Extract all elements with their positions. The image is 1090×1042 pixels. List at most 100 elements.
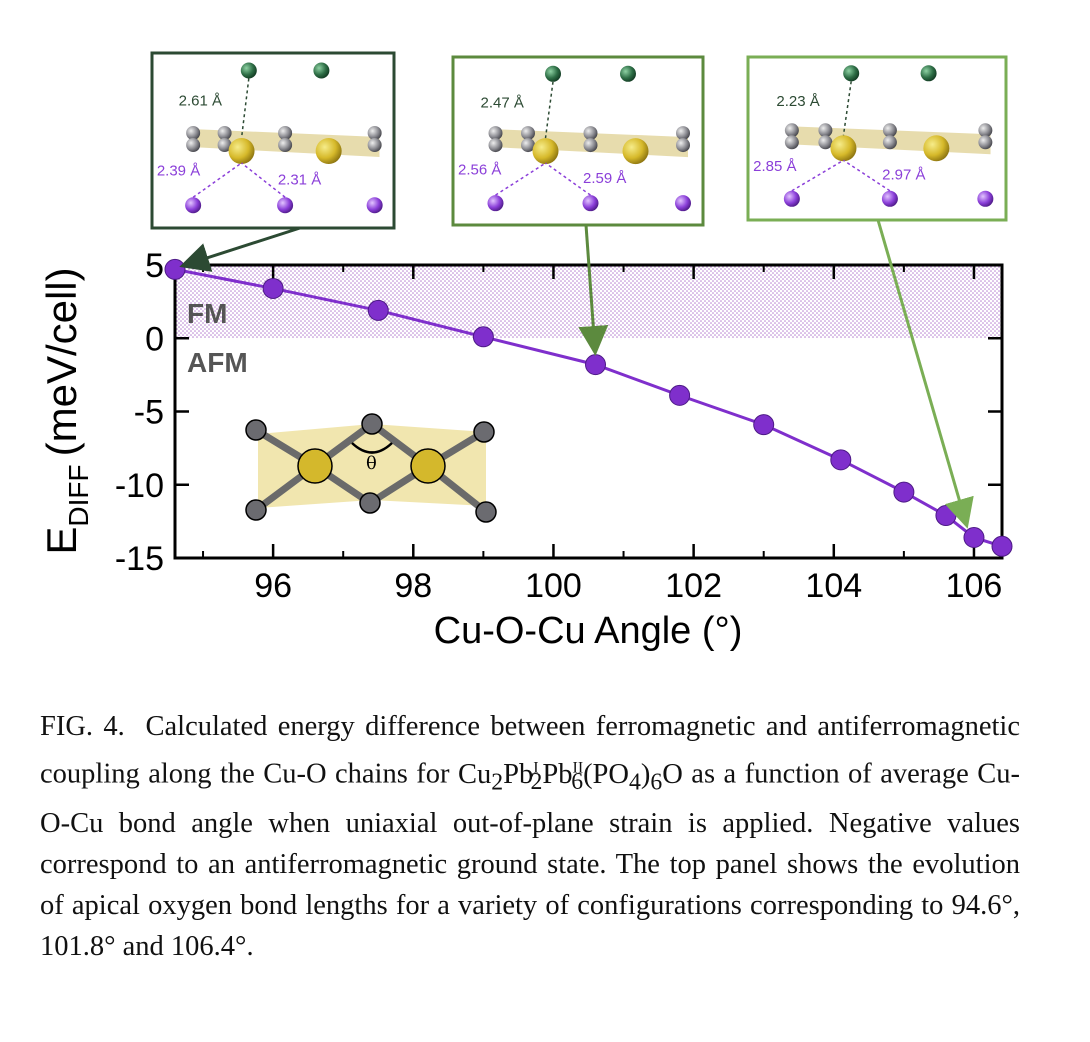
oxygen-atom <box>676 126 690 141</box>
oxygen-atom <box>521 138 535 153</box>
basal-bond <box>192 162 242 198</box>
data-point <box>164 258 186 280</box>
apical-bond-label: 2.61 Å <box>179 93 222 110</box>
apical-oxygen-atom <box>843 65 860 82</box>
data-point <box>830 449 852 471</box>
pb-atom <box>185 197 202 214</box>
copper-atom <box>315 138 342 164</box>
right-bond-label: 2.97 Å <box>882 166 925 183</box>
cu-atom <box>410 448 446 484</box>
y-axis-title-unit: (meV/cell) <box>38 267 85 456</box>
o-atom <box>245 499 267 521</box>
pb-atom <box>582 195 599 212</box>
o-atom <box>245 419 267 441</box>
data-point <box>991 535 1013 557</box>
basal-bond <box>495 162 546 196</box>
apical-oxygen-atom <box>313 62 330 79</box>
apical-oxygen-atom <box>240 62 257 79</box>
data-point <box>753 414 775 436</box>
o-atom <box>361 413 383 435</box>
apical-oxygen-atom <box>545 65 561 82</box>
x-axis-title: Cu-O-Cu Angle (°) <box>434 610 743 652</box>
structure-inset: 2.23 Å 2.85 Å 2.97 Å <box>746 55 1008 222</box>
right-bond-label: 2.59 Å <box>583 170 626 187</box>
oxygen-atom <box>978 135 993 150</box>
apical-bond-label: 2.23 Å <box>776 93 819 110</box>
x-tick-label: 100 <box>525 567 582 605</box>
data-point <box>669 384 691 406</box>
oxygen-atom <box>784 123 799 138</box>
structure-inset: 2.47 Å 2.56 Å 2.59 Å <box>451 55 705 227</box>
left-bond-label: 2.39 Å <box>157 163 200 180</box>
x-axis: 96 98 100 102 104 106 <box>202 265 1003 605</box>
data-point <box>963 526 985 548</box>
cu-atom <box>297 448 333 484</box>
oxygen-atom <box>278 126 293 140</box>
structure-insets: 2.61 Å 2.39 Å 2.31 Å 2.47 Å 2.56 Å 2.59 Å 2.23… <box>150 51 1008 230</box>
basal-bond <box>791 159 844 192</box>
caption-label: FIG. 4. <box>40 711 125 742</box>
pb-atom <box>675 195 691 212</box>
oxygen-atom <box>217 126 232 140</box>
right-bond-label: 2.31 Å <box>278 171 321 188</box>
data-point <box>262 277 284 299</box>
plot-area: FM AFM <box>173 263 1004 560</box>
figure-caption: FIG. 4. Calculated energy difference bet… <box>40 706 1020 967</box>
pb-atom <box>881 190 898 207</box>
oxygen-atom <box>882 135 897 150</box>
data-point <box>585 354 607 376</box>
copper-atom <box>923 135 950 162</box>
oxygen-atom <box>583 138 598 153</box>
oxygen-atom <box>186 126 201 140</box>
left-bond-label: 2.85 Å <box>753 158 796 175</box>
oxygen-atom <box>367 138 382 152</box>
oxygen-atom <box>278 138 293 152</box>
o-atom <box>475 501 497 523</box>
afm-region-label: AFM <box>187 347 248 378</box>
inset-arrow <box>179 226 301 272</box>
x-tick-label: 106 <box>946 567 1003 605</box>
pb-atom <box>366 197 383 214</box>
oxygen-atom <box>676 138 690 153</box>
inset-arrow <box>876 219 974 529</box>
oxygen-atom <box>521 126 535 141</box>
apical-bond <box>240 78 250 139</box>
x-tick-label: 104 <box>805 567 862 605</box>
apical-oxygen-atom <box>920 65 937 82</box>
oxygen-atom <box>488 126 503 141</box>
copper-atom <box>830 135 857 162</box>
oxygen-atom <box>818 123 833 138</box>
bond-angle-schematic: θ <box>245 413 497 523</box>
oxygen-atom <box>186 138 201 152</box>
x-tick-label: 96 <box>254 567 292 605</box>
left-bond-label: 2.56 Å <box>458 162 501 179</box>
oxygen-atom <box>818 135 833 150</box>
oxygen-atom <box>784 135 799 150</box>
fm-region-label: FM <box>187 298 227 329</box>
y-tick-label: 0 <box>145 320 164 358</box>
oxygen-atom <box>978 123 993 138</box>
oxygen-atom <box>367 126 382 140</box>
data-point <box>935 505 957 527</box>
structure-inset: 2.61 Å 2.39 Å 2.31 Å <box>150 51 396 230</box>
copper-atom <box>532 138 559 165</box>
y-tick-label: 5 <box>145 247 164 285</box>
y-tick-label: -15 <box>115 540 164 578</box>
caption-text-a: Calculated energy difference between fer… <box>40 711 1020 790</box>
x-tick-label: 98 <box>394 567 432 605</box>
data-point <box>893 481 915 503</box>
o-atom <box>473 421 495 443</box>
o-atom <box>359 492 381 514</box>
pb-atom <box>277 197 294 214</box>
inset-arrow <box>578 224 609 356</box>
theta-arc <box>351 442 393 454</box>
pb-atom <box>977 190 994 207</box>
y-axis-title: EDIFF (meV/cell) <box>38 267 94 554</box>
series-points <box>164 258 1013 557</box>
oxygen-atom <box>217 138 232 152</box>
theta-label: θ <box>366 453 377 474</box>
y-tick-label: -5 <box>134 394 164 432</box>
data-point <box>367 299 389 321</box>
oxygen-atom <box>882 123 897 138</box>
inset-arrows <box>179 219 974 529</box>
